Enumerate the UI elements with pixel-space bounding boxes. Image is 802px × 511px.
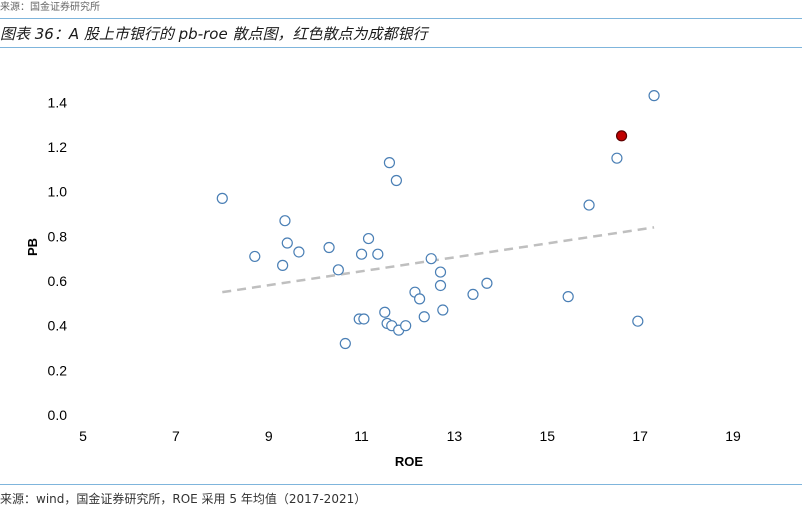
x-tick-label: 5 (79, 428, 87, 444)
scatter-point (648, 90, 660, 102)
scatter-point (437, 304, 449, 316)
scatter-point (216, 192, 228, 204)
scatter-point (383, 157, 396, 169)
scatter-point (414, 293, 426, 305)
highlight-point (615, 130, 628, 142)
source-divider (0, 484, 802, 485)
scatter-point (379, 306, 391, 318)
scatter-point (434, 266, 447, 278)
data-points (216, 90, 660, 350)
trendline (222, 226, 655, 294)
x-tick-label: 13 (447, 428, 463, 444)
scatter-point (323, 241, 335, 254)
scatter-point (583, 199, 595, 211)
x-tick-label: 7 (172, 428, 180, 444)
y-tick-label: 0.4 (48, 318, 68, 334)
scatter-point (362, 232, 375, 245)
scatter-point (372, 248, 384, 260)
y-tick-label: 0.2 (48, 362, 68, 378)
scatter-point (481, 277, 493, 289)
scatter-point (418, 311, 430, 323)
scatter-point (281, 237, 293, 249)
y-tick-label: 1.4 (48, 94, 68, 110)
figure-title-bar: 图表 36：A 股上市银行的 pb-roe 散点图，红色散点为成都银行 (0, 18, 802, 48)
y-axis-ticks: 0.0 0.2 0.4 0.6 0.8 1.0 1.2 1.4 (48, 94, 68, 423)
x-tick-label: 17 (632, 428, 648, 444)
source-note-top: 来源：国金证券研究所 (0, 2, 100, 13)
y-tick-label: 1.0 (48, 184, 68, 200)
scatter-point (249, 250, 261, 263)
scatter-point (358, 313, 370, 325)
scatter-point (632, 315, 644, 327)
source-note: 来源：wind，国金证券研究所，ROE 采用 5 年均值（2017-2021） (0, 492, 367, 506)
scatter-point (467, 288, 479, 300)
scatter-point (611, 152, 623, 164)
x-tick-label: 11 (354, 428, 369, 444)
scatter-point (293, 246, 305, 258)
scatter-point (277, 259, 289, 271)
scatter-point (355, 248, 368, 260)
scatter-point (400, 320, 412, 332)
y-axis-label: PB (25, 238, 40, 256)
scatter-point (332, 264, 344, 276)
scatter-point (562, 291, 574, 303)
y-tick-label: 0.8 (48, 228, 68, 244)
y-tick-label: 0.0 (48, 407, 68, 423)
y-tick-label: 0.6 (48, 273, 68, 289)
y-tick-label: 1.2 (48, 139, 68, 155)
x-tick-label: 9 (265, 428, 273, 444)
scatter-point (339, 337, 351, 350)
x-tick-label: 19 (725, 428, 741, 444)
scatter-chart: 0.0 0.2 0.4 0.6 0.8 1.0 1.2 1.4 5 7 9 11 13 15 17 19 R… (25, 90, 741, 469)
scatter-point (434, 279, 447, 292)
x-tick-label: 15 (539, 428, 555, 444)
figure-title: 图表 36：A 股上市银行的 pb-roe 散点图，红色散点为成都银行 (0, 25, 428, 43)
scatter-point (425, 253, 437, 265)
x-axis-ticks: 5 7 9 11 13 15 17 19 (79, 428, 741, 444)
scatter-point (390, 174, 402, 187)
x-axis-label: ROE (395, 454, 424, 469)
scatter-point (279, 215, 291, 227)
